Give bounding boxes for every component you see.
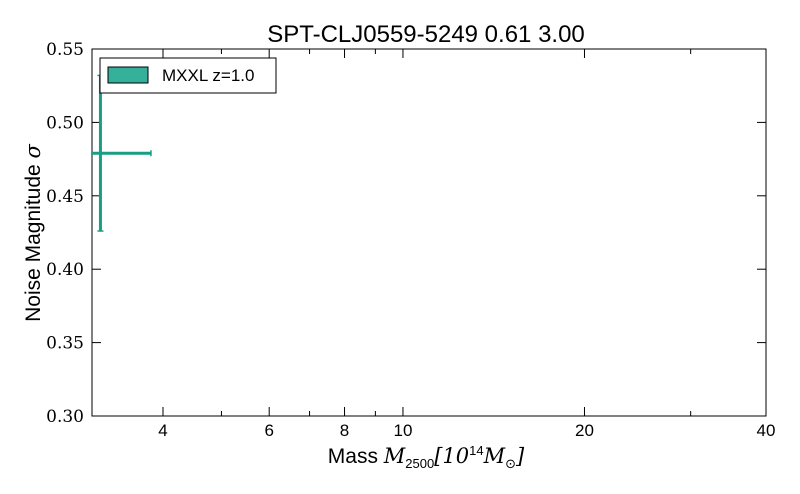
legend: MXXL z=1.0 (99, 57, 277, 94)
y-tick-label: 0.40 (46, 260, 84, 280)
y-tick-label: 0.50 (46, 113, 84, 133)
x-axis-label: Mass M2500[1014M⊙] (328, 443, 525, 471)
x-tick-label: 10 (394, 421, 413, 440)
y-tick-label: 0.30 (46, 407, 84, 427)
x-axis: 4 6 8 10 20 40 (158, 49, 775, 440)
x-tick-label: 4 (158, 421, 167, 440)
plot-area-frame (91, 48, 767, 417)
x-tick-label: 8 (340, 421, 349, 440)
data-series (92, 74, 152, 232)
series-group (92, 74, 152, 232)
y-tick-label: 0.55 (46, 40, 84, 60)
chart-title: SPT-CLJ0559-5249 0.61 3.00 (267, 21, 585, 48)
legend-swatch (107, 66, 149, 84)
x-tick-label: 20 (575, 421, 594, 440)
y-tick-label: 0.35 (46, 334, 84, 354)
y-tick-label: 0.45 (46, 187, 84, 207)
legend-label: MXXL z=1.0 (162, 66, 254, 85)
x-tick-label: 6 (264, 421, 273, 440)
y-axis-label: Noise Magnitude σ (21, 143, 45, 321)
x-tick-label: 40 (757, 421, 776, 440)
y-axis: 0.30 0.35 0.40 0.45 0.50 0.55 (46, 40, 766, 427)
